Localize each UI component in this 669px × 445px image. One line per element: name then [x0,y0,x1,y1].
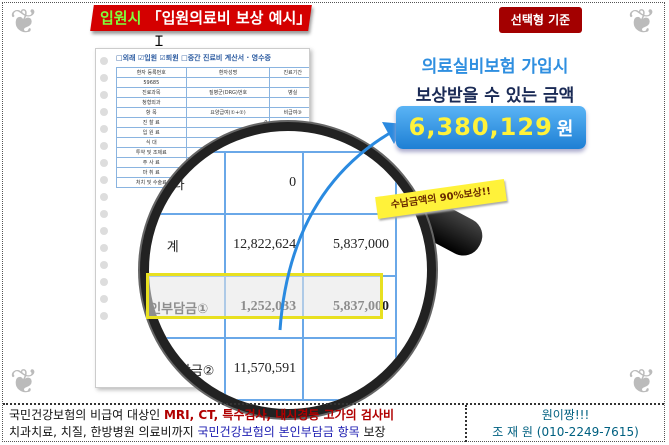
contact-phone[interactable]: 조 재 원 (010-2249-7615) [492,425,639,439]
heading-line2: 보상받을 수 있는 금액 [415,86,575,106]
receipt-row: 청형외과 [116,97,309,108]
receipt-cell: 진료기간 [269,67,309,78]
receipt-cell: 식 대 [116,137,187,148]
receipt-cell: 항 목 [116,107,187,118]
magnified-row: 계 12,822,624 5,837,000 [149,213,397,277]
amount-value: 6,380,129 [408,113,553,141]
footer-red-text: MRI, CT, 특수검사, 내시경등 고가의 검사비 [163,408,395,422]
corner-ornament-icon: ❦ [627,362,657,402]
page-frame [2,2,665,442]
highlight-box [146,273,383,319]
heading-line1: 의료실비보험 가입시 [421,57,569,77]
receipt-row: 59685 [116,77,309,88]
benefit-heading: 의료실비보험 가입시 보상받을 수 있는 금액 [395,52,595,106]
footer-bar: 국민건강보험의 비급여 대상인 MRI, CT, 특수검사, 내시경등 고가의 … [3,403,664,442]
receipt-cell: 입 원 료 [116,127,187,138]
footer-text: 치과치료, 치질, 한방병원 의료비까지 [9,425,198,439]
benefit-amount: 6,380,129 원 [396,106,586,149]
contact-box: 원이짱!!! 조 재 원 (010-2249-7615) [465,405,664,442]
plan-badge: 선택형 기준 [499,7,582,33]
corner-ornament-icon: ❦ [9,362,39,402]
magnified-cell [302,337,397,401]
amount-unit: 원 [556,119,574,140]
title-banner: 입원시 「입원의료비 보상 예시」 [90,5,312,31]
title-text: 「입원의료비 보상 예시」 [141,9,312,27]
magnified-cell: 기타 [149,151,227,215]
footer-text: 국민건강보험의 비급여 대상인 [9,408,164,422]
magnified-row: 보험자부담금②11,570,591 [149,337,397,401]
magnified-cell: 보험자부담금② [149,337,227,401]
receipt-cell: 병실 [269,87,309,98]
receipt-cell [269,77,309,88]
receipt-cell: 질병군(DRG)번호 [185,87,271,98]
receipt-cell [269,97,309,108]
receipt-cell: 진 찰 료 [116,117,187,128]
punch-holes [100,57,110,329]
receipt-cell [185,97,271,108]
receipt-header: □외래 ☑입원 ☑퇴원 □중간 진료비 계산서 · 영수증 [116,54,271,62]
magnified-cell: 0 [224,151,305,215]
corner-ornament-icon: ❦ [627,2,657,42]
receipt-cell: 59685 [116,77,187,88]
receipt-row: 환자 등록번호 환자성명 진료기간 [116,67,309,78]
receipt-row: 진료과목 질병군(DRG)번호 병실 [116,87,309,98]
magnified-cell: 11,570,591 [224,337,305,401]
title-highlight: 입원시 [100,9,142,27]
receipt-cell: 환자 등록번호 [116,67,187,78]
receipt-cell: 청형외과 [116,97,187,108]
receipt-cell: 요양급여(①+②) [185,107,271,118]
footer-description: 국민건강보험의 비급여 대상인 MRI, CT, 특수검사, 내시경등 고가의 … [9,407,394,441]
contact-title: 원이짱!!! [541,408,590,422]
text-cursor-icon: Ｉ [152,34,166,50]
receipt-cell [185,77,271,88]
magnified-cell: 계 [149,213,227,277]
arrow-icon [278,122,405,331]
receipt-cell: 진료과목 [116,87,187,98]
footer-blue-text: 국민건강보험의 본인부담금 항목 [197,425,360,439]
receipt-cell: 환자성명 [185,67,271,78]
magnified-row: 기타 0 [149,151,397,215]
footer-text: 보장 [359,425,386,439]
corner-ornament-icon: ❦ [9,2,39,42]
